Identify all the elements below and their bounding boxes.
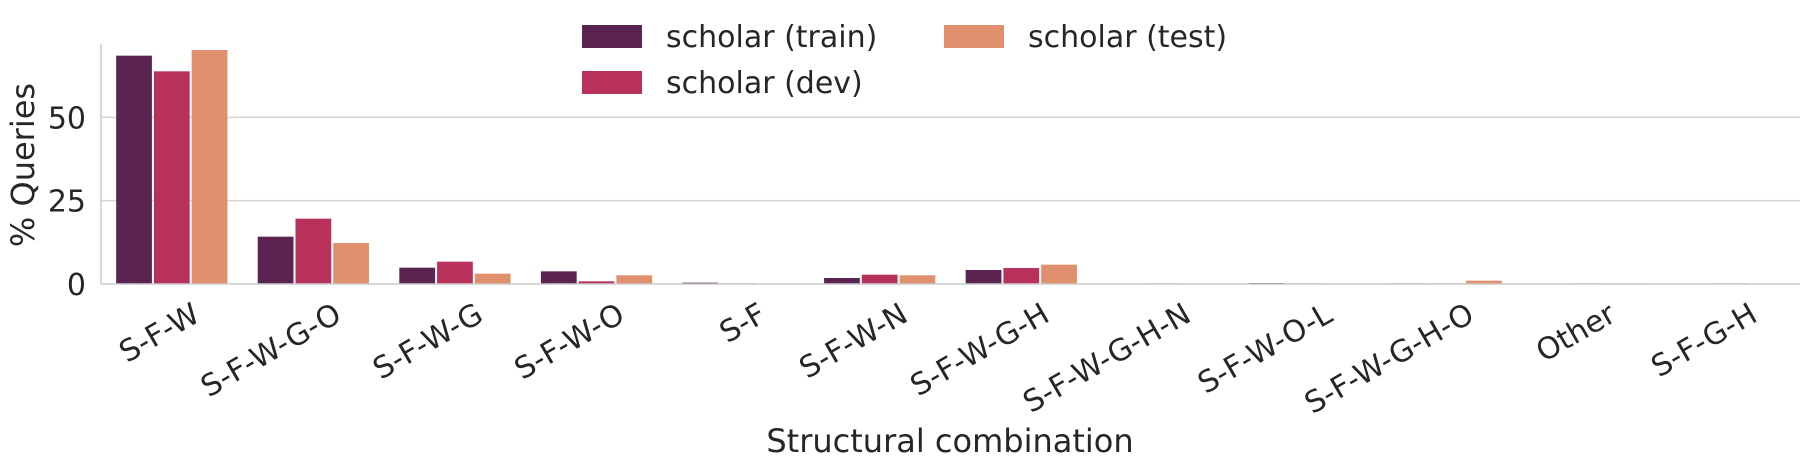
x-axis-title: Structural combination	[766, 422, 1133, 460]
y-tick-labels: 0 25 50	[48, 101, 86, 303]
x-tick-label: S-F-W-O	[509, 297, 631, 388]
legend-label: scholar (train)	[666, 20, 877, 55]
bar	[295, 218, 332, 284]
bar	[540, 271, 577, 284]
bar	[437, 261, 473, 284]
x-tick-label: S-F-W-G	[367, 297, 489, 387]
bar	[861, 274, 898, 284]
bar	[965, 270, 1002, 284]
x-tick-labels: S-F-WS-F-W-G-O S-F-W-G S-F-W-O S-F S-F-W-N S-…	[113, 296, 1763, 421]
legend-swatch	[944, 25, 1004, 48]
bar	[191, 50, 228, 284]
x-tick-label: Other	[1530, 296, 1622, 369]
legend-label: scholar (dev)	[666, 66, 863, 101]
bar	[153, 71, 190, 284]
y-tick-label: 0	[67, 268, 86, 303]
x-tick-label: S-F-W-G-O	[195, 297, 347, 405]
bar	[578, 281, 615, 284]
bar	[899, 275, 936, 284]
bar	[257, 236, 294, 284]
x-tick-label: S-F-W-N	[794, 297, 914, 387]
x-tick-label: S-F-G-H	[1646, 297, 1764, 385]
bar	[399, 267, 436, 284]
legend-swatch	[582, 71, 642, 94]
legend-label: scholar (test)	[1028, 20, 1227, 55]
bar	[474, 273, 511, 284]
bar	[1041, 264, 1077, 284]
bars	[116, 50, 1785, 284]
legend: scholar (train) scholar (dev) scholar (tes…	[582, 20, 1227, 101]
y-axis-title: % Queries	[4, 83, 42, 247]
bar	[1003, 268, 1040, 284]
bar	[616, 275, 653, 284]
bar	[1465, 280, 1502, 284]
bar	[333, 243, 370, 284]
grid-lines	[101, 116, 1800, 202]
bar	[824, 278, 860, 284]
x-tick-label: S-F-W	[113, 297, 205, 371]
y-tick-label: 50	[48, 101, 86, 136]
bar	[116, 55, 152, 284]
y-tick-label: 25	[48, 185, 86, 220]
x-tick-label: S-F	[714, 297, 772, 351]
legend-swatch	[582, 25, 642, 48]
